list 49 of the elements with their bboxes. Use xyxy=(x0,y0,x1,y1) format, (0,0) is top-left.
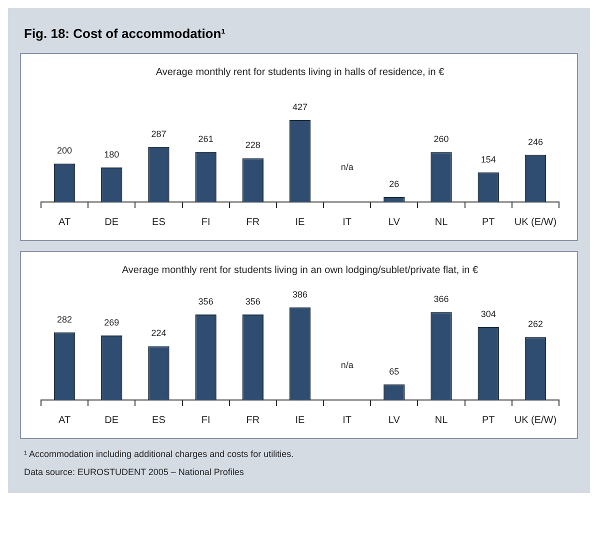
data-label: 26 xyxy=(389,178,400,189)
x-tick-label: AT xyxy=(58,414,71,426)
x-tick-label: FR xyxy=(246,216,260,228)
x-tick-label: NL xyxy=(434,414,448,426)
x-tick-label: PT xyxy=(482,216,495,228)
x-tick-label: IE xyxy=(295,216,306,228)
x-tick-label: FI xyxy=(201,216,210,228)
data-label: 260 xyxy=(434,134,449,144)
x-tick-label: PT xyxy=(482,414,495,426)
x-tick-label: ES xyxy=(152,216,166,228)
source-note: Data source: EUROSTUDENT 2005 – National Profiles xyxy=(24,467,245,477)
data-label: 356 xyxy=(198,296,214,307)
data-label: 304 xyxy=(480,309,496,320)
data-label: 200 xyxy=(57,146,72,156)
data-label: 366 xyxy=(434,294,449,304)
data-label: 356 xyxy=(245,296,260,307)
data-label: 282 xyxy=(57,314,72,324)
x-tick-label: IE xyxy=(295,414,306,426)
x-tick-label: DE xyxy=(104,414,119,426)
text: n/a xyxy=(340,162,354,172)
x-tick-label: ES xyxy=(152,414,166,426)
x-tick-label: IT xyxy=(342,216,352,228)
text: ¹ Accommodation including additional charges and costs for utilities. xyxy=(24,449,295,459)
x-tick-label: LV xyxy=(388,414,400,426)
x-tick-label: FR xyxy=(246,414,260,426)
x-tick-label: NL xyxy=(434,216,448,228)
x-tick-label: AT xyxy=(58,216,71,228)
data-label: 287 xyxy=(151,128,166,139)
x-tick-label: FI xyxy=(201,414,210,426)
chart-subtitle: Average monthly rent for students living in an own lodging/sublet/private flat, in € xyxy=(122,264,478,276)
data-label: 261 xyxy=(198,134,214,144)
data-label: 228 xyxy=(245,140,260,150)
data-label: 154 xyxy=(480,154,496,164)
text: n/a xyxy=(340,360,354,370)
chart-subtitle: Average monthly rent for students living in halls of residence, in € xyxy=(156,66,445,78)
data-label: 386 xyxy=(292,289,308,300)
data-label: 180 xyxy=(104,149,120,160)
x-tick-label: UK (E/W) xyxy=(514,414,557,426)
data-label: 427 xyxy=(292,102,308,112)
chart-title: Fig. 18: Cost of accommodation¹ xyxy=(24,26,227,41)
x-tick-label: LV xyxy=(388,216,400,228)
data-label: 246 xyxy=(528,136,543,147)
x-tick-label: DE xyxy=(104,216,119,228)
data-label: 262 xyxy=(528,319,543,330)
data-label: 65 xyxy=(389,366,400,376)
data-label: 269 xyxy=(104,317,120,328)
x-tick-label: UK (E/W) xyxy=(514,216,557,228)
x-tick-label: IT xyxy=(342,414,352,426)
data-label: 224 xyxy=(151,328,166,338)
